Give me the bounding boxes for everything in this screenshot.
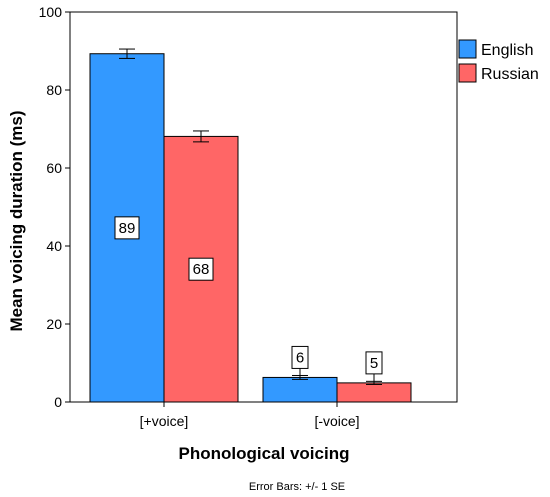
x-tick-label: [-voice]	[314, 413, 359, 429]
data-label-russian-1: 5	[365, 351, 383, 383]
legend-item-english: English	[458, 39, 533, 59]
data-label-value: 89	[119, 220, 136, 237]
data-label-box	[114, 216, 140, 240]
bar-english-1	[262, 376, 338, 403]
legend-swatch	[458, 39, 477, 59]
data-label-box	[188, 257, 214, 281]
y-tick-label: 20	[46, 316, 62, 332]
data-label-english-1: 6	[291, 345, 309, 378]
x-axis-title: Phonological voicing	[179, 444, 350, 463]
y-tick-label: 0	[54, 394, 62, 410]
y-tick-label: 100	[39, 4, 63, 20]
error-bars-footnote: Error Bars: +/- 1 SE	[249, 481, 345, 493]
bar-russian-1	[336, 382, 412, 403]
legend-label: Russian	[481, 66, 539, 83]
x-tick-label: [+voice]	[140, 413, 189, 429]
y-tick-label: 40	[46, 238, 62, 254]
data-label-russian-0: 68	[188, 257, 214, 281]
data-label-box	[365, 351, 383, 375]
data-label-value: 68	[193, 261, 210, 278]
data-label-value: 5	[370, 355, 378, 372]
data-label-value: 6	[296, 349, 304, 366]
data-label-box	[291, 345, 309, 369]
legend: English Russian	[458, 39, 539, 83]
y-tick-label: 80	[46, 82, 62, 98]
y-tick-label: 60	[46, 160, 62, 176]
data-label-english-0: 89	[114, 216, 140, 240]
legend-label: English	[481, 42, 533, 59]
legend-item-russian: Russian	[458, 63, 539, 83]
y-axis-title: Mean voicing duration (ms)	[7, 110, 26, 331]
legend-swatch	[458, 63, 477, 83]
